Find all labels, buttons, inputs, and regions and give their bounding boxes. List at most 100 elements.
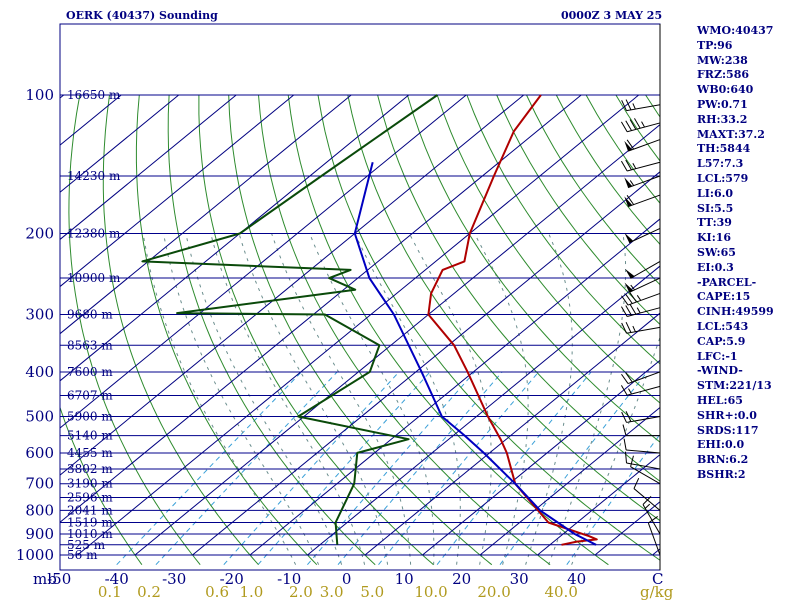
height-label: 10900 m <box>67 271 121 285</box>
wind-barb <box>620 385 661 396</box>
wind-barb-flag <box>629 119 637 130</box>
wind-barb-flag <box>625 120 632 131</box>
wind-barb-flag <box>620 160 628 172</box>
index-line: KI:16 <box>697 231 732 245</box>
wind-barb-staff <box>627 175 661 189</box>
wind-barb-staff <box>627 161 661 172</box>
isobar-lines <box>60 94 660 556</box>
index-line: WMO:40437 <box>697 24 774 37</box>
height-label: 1010 m <box>67 527 113 541</box>
wind-barb-flag <box>626 139 635 150</box>
temperature-tick-label: 0 <box>342 570 352 588</box>
isotherm-line <box>537 454 661 556</box>
dry-adiabat-line <box>198 95 434 566</box>
temperature-tick-label: 40 <box>567 570 586 588</box>
wind-barb-half-flag <box>644 503 651 509</box>
mixing-ratio-line <box>436 371 592 566</box>
dry-adiabat-line <box>59 407 143 565</box>
isotherm-line <box>479 407 661 556</box>
mixing-ratio-unit-label: g/kg <box>640 583 674 600</box>
wind-barb-staff <box>627 139 661 152</box>
wind-barb-flag <box>621 322 627 334</box>
wind-barb-pennant <box>624 177 633 188</box>
pressure-tick-label: 200 <box>25 224 54 242</box>
height-label: 4455 m <box>67 446 113 460</box>
moist-adiabat-line <box>185 233 343 565</box>
mixing-ratio-line <box>155 371 338 566</box>
isotherm-line <box>134 124 661 556</box>
sounding-series <box>141 94 598 546</box>
wind-barb <box>621 321 661 334</box>
wind-barb-staff <box>633 488 661 511</box>
wind-barb <box>624 277 661 293</box>
index-line: SRDS:117 <box>697 423 759 437</box>
isotherm-lines <box>59 94 661 556</box>
temperature-line <box>427 94 598 546</box>
wind-barb-flag <box>624 451 628 464</box>
dry-adiabat-line <box>102 94 259 566</box>
isotherm-line <box>59 94 237 240</box>
index-line: PW:0.71 <box>697 97 748 111</box>
temperature-tick-label: 20 <box>452 570 471 588</box>
wind-barb <box>630 455 661 485</box>
mixing-ratio-line <box>223 371 400 566</box>
isotherm-line <box>59 94 410 382</box>
index-line: RH:33.2 <box>697 112 748 126</box>
pressure-tick-label: 600 <box>25 444 54 462</box>
wind-barb-flag <box>630 455 634 467</box>
isotherm-line <box>77 94 640 556</box>
wind-barb <box>633 478 661 511</box>
dry-adiabat-line <box>496 94 661 325</box>
dry-adiabat-line <box>167 94 376 566</box>
moist-adiabat-line <box>354 233 461 565</box>
pressure-tick-label: 500 <box>25 408 54 426</box>
dry-adiabat-line <box>436 94 661 404</box>
wind-barb <box>624 194 661 208</box>
station-title: OERK (40437) Sounding <box>66 9 218 22</box>
pressure-tick-label: 300 <box>25 305 54 323</box>
wind-barb-staff <box>627 122 661 133</box>
wind-barb-flag <box>621 373 629 384</box>
dry-adiabat-line <box>645 94 661 118</box>
dry-adiabat-line <box>526 94 661 286</box>
moist-adiabat-line <box>163 233 320 565</box>
mixing-ratio-line <box>337 371 503 566</box>
wind-barb-staff <box>647 522 661 556</box>
wind-barb-half-flag <box>632 163 637 169</box>
pressure-tick-label: 800 <box>25 501 54 519</box>
height-label: 525 m <box>67 538 106 552</box>
wind-barb-flag <box>648 516 658 524</box>
wind-barb <box>624 451 661 470</box>
wind-barb <box>622 424 660 437</box>
index-line: MW:238 <box>697 53 748 67</box>
wind-barb-flag <box>622 424 627 436</box>
isotherm-line <box>364 312 661 556</box>
mixing-ratio-tick-label: 20.0 <box>477 583 510 600</box>
index-line: LCL:543 <box>697 319 749 333</box>
mixing-ratio-labels: 0.1 0.2 0.6 1.0 2.0 3.0 5.0 10.0 20.0 40.0 <box>98 583 578 600</box>
isotherm-line <box>192 171 661 556</box>
moist-adiabat-line <box>548 233 627 565</box>
dry-adiabat-line <box>228 94 493 566</box>
wind-barb-staff <box>642 504 661 535</box>
height-label: 1519 m <box>67 516 113 530</box>
wind-barb <box>620 304 661 317</box>
wind-barb-flag <box>625 372 633 383</box>
index-line: LFC:-1 <box>697 349 738 363</box>
wind-barb <box>647 516 661 556</box>
height-label: 5900 m <box>67 410 113 424</box>
wind-barb-flag <box>625 99 632 111</box>
index-line: HEL:65 <box>697 393 743 407</box>
mixing-ratio-tick-label: 1.0 <box>239 583 263 600</box>
wind-barb-flag <box>620 121 628 132</box>
temperature-tick-label: 30 <box>510 570 529 588</box>
mixing-ratio-line <box>378 371 539 566</box>
isotherm-line <box>59 94 295 287</box>
moist-adiabat-line <box>271 233 412 565</box>
index-line: L57:7.3 <box>697 157 744 171</box>
index-line: FRZ:586 <box>697 68 750 82</box>
wind-barb <box>621 371 661 385</box>
temperature-tick-label: 10 <box>395 570 414 588</box>
temperature-tick-label: -10 <box>277 570 301 588</box>
wind-barb-staff <box>628 227 661 244</box>
